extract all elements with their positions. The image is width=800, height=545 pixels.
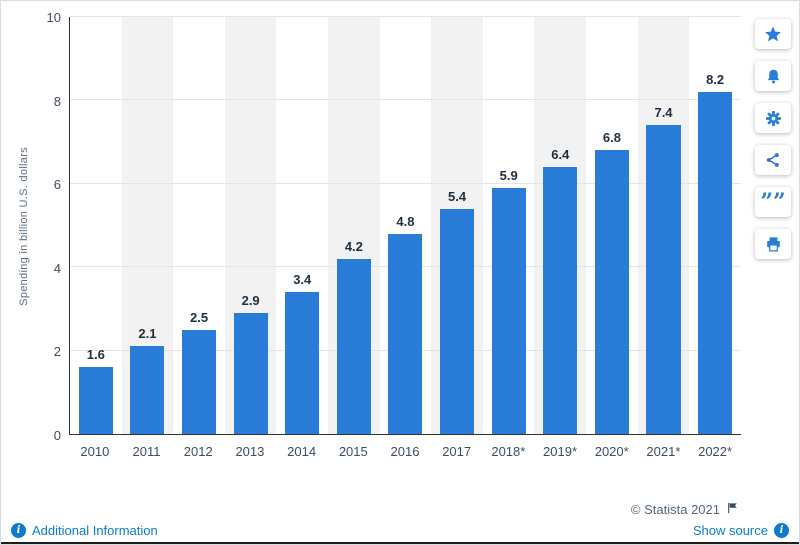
x-axis-tick-label: 2022* [698, 444, 733, 459]
chart-toolbar: ”” [755, 19, 791, 259]
show-source-label: Show source [692, 522, 768, 538]
x-axis-tick-label: 2010 [80, 444, 110, 459]
y-axis-ticks: 0 2 4 6 8 10 [33, 10, 69, 443]
bar[interactable] [594, 150, 629, 434]
bar[interactable] [543, 167, 578, 434]
bar-group: 6.8 [586, 17, 638, 434]
y-axis-tick-label: 0 [53, 428, 61, 443]
print-button[interactable] [755, 229, 791, 259]
x-axis-tick-label: 2012 [183, 444, 213, 459]
bar-group: 2.1 [122, 17, 174, 434]
bar[interactable] [491, 187, 526, 434]
x-axis-tick-label: 2014 [287, 444, 317, 459]
plot-area: 1.6 2.1 2.5 2.9 3.4 4.2 4.8 5.4 5.9 6.4 6.8 7.4 8.2 [69, 16, 741, 435]
bar-group: 5.4 [431, 17, 483, 434]
bar-value-label: 2.1 [138, 326, 157, 342]
bar[interactable] [130, 346, 165, 434]
additional-information-label: Additional Information [32, 522, 158, 538]
x-axis-tick-label: 2015 [338, 444, 368, 459]
y-axis-tick-label: 8 [53, 93, 61, 109]
gridline [70, 16, 741, 17]
bar[interactable] [233, 313, 268, 434]
printer-icon [764, 235, 783, 254]
bar-value-label: 6.4 [551, 147, 570, 163]
bell-icon [764, 67, 783, 86]
bar-group: 6.4 [534, 17, 586, 434]
bar[interactable] [285, 292, 320, 434]
bar[interactable] [336, 258, 371, 434]
gear-icon [764, 109, 783, 128]
bar-group: 8.2 [689, 17, 741, 434]
y-axis-title: Spending in billion U.S. dollars [15, 17, 33, 435]
copyright: © Statista 2021 [631, 501, 739, 518]
bar[interactable] [646, 125, 681, 434]
quote-icon: ”” [760, 189, 786, 215]
bar-group: 1.6 [70, 17, 122, 434]
bar[interactable] [388, 233, 423, 434]
bar-value-label: 2.9 [241, 293, 260, 309]
bar-value-label: 7.4 [654, 105, 673, 121]
gridline [70, 182, 741, 184]
bar[interactable] [698, 92, 733, 434]
citation-button[interactable]: ”” [755, 187, 791, 217]
plot-columns: 1.6 2.1 2.5 2.9 3.4 4.2 4.8 5.4 5.9 6.4 6.8 7.4 8.2 [70, 17, 741, 434]
share-icon [764, 151, 782, 169]
x-axis-tick-label: 2019* [543, 444, 578, 459]
info-icon: i [11, 522, 26, 538]
bar[interactable] [182, 329, 217, 434]
settings-button[interactable] [755, 103, 791, 133]
window-bottom-edge [1, 542, 799, 544]
y-axis-tick-label: 10 [46, 10, 61, 25]
share-button[interactable] [755, 145, 791, 175]
star-icon [763, 24, 783, 44]
bar-value-label: 3.4 [293, 272, 312, 288]
gridline [70, 99, 741, 101]
bar-value-label: 2.5 [189, 309, 209, 325]
bar-value-label: 6.8 [602, 130, 621, 146]
show-source-link[interactable]: Show source i [692, 522, 789, 538]
x-axis-tick-label: 2021* [646, 444, 681, 459]
flag-icon [726, 501, 739, 518]
bar-chart: Spending in billion U.S. dollars 0 2 4 6 8 10… [15, 10, 741, 459]
x-axis-tick-label: 2016 [390, 444, 420, 459]
bar-value-label: 8.2 [706, 72, 725, 88]
copyright-text: © Statista 2021 [630, 502, 720, 517]
bar-group: 4.8 [380, 17, 432, 434]
notification-button[interactable] [755, 61, 791, 91]
bar-group: 3.4 [276, 17, 328, 434]
x-axis-tick-label: 2011 [132, 444, 161, 459]
y-axis-title-text: Spending in billion U.S. dollars [18, 146, 30, 306]
y-axis-tick-label: 6 [53, 177, 61, 193]
bar[interactable] [440, 208, 475, 434]
bar-group: 2.5 [173, 17, 225, 434]
x-axis-labels: 2010 2011 2012 2013 2014 2015 2016 2017 2018* 201… [69, 435, 741, 459]
x-axis-tick-label: 2017 [442, 444, 472, 459]
x-axis-tick-label: 2013 [235, 444, 265, 459]
bar-group: 5.9 [483, 17, 535, 434]
bar-value-label: 4.8 [396, 213, 415, 229]
x-axis-tick-label: 2020* [594, 444, 629, 459]
bar-group: 2.9 [225, 17, 277, 434]
bar[interactable] [78, 367, 113, 434]
favorite-button[interactable] [755, 19, 791, 49]
bar-group: 7.4 [638, 17, 690, 434]
footer: i Additional Information Show source i [1, 518, 799, 542]
bar-group: 4.2 [328, 17, 380, 434]
bar-value-label: 5.9 [499, 167, 518, 183]
y-axis-tick-label: 2 [53, 344, 61, 360]
x-axis-tick-label: 2018* [491, 444, 526, 459]
bar-value-label: 5.4 [448, 188, 467, 204]
bar-value-label: 1.6 [86, 347, 105, 363]
additional-information-link[interactable]: i Additional Information [11, 522, 158, 538]
bar-value-label: 4.2 [344, 238, 363, 254]
y-axis-tick-label: 4 [53, 260, 61, 276]
info-icon: i [774, 522, 789, 538]
